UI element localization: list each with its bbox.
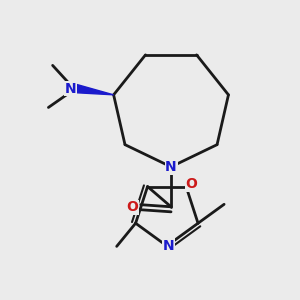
Text: O: O bbox=[126, 200, 138, 214]
Text: N: N bbox=[65, 82, 76, 95]
Text: O: O bbox=[185, 177, 197, 191]
Polygon shape bbox=[75, 84, 114, 95]
Text: N: N bbox=[162, 239, 174, 253]
Text: N: N bbox=[165, 160, 177, 174]
